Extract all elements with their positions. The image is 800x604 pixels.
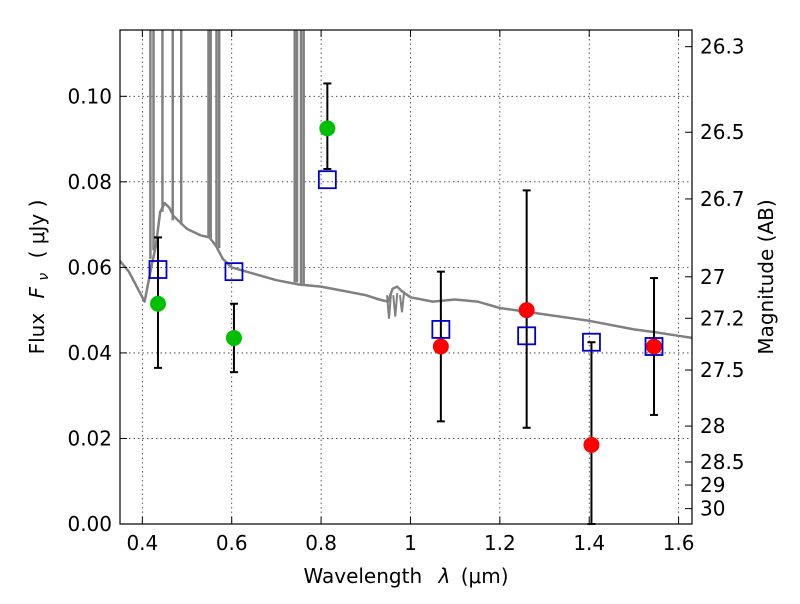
sed-absorption-dip — [392, 292, 399, 317]
x-axis-label-text: Wavelength — [303, 564, 422, 588]
red-circle-marker — [646, 338, 663, 355]
green-circle-marker — [225, 329, 242, 346]
x-axis-label-unit: (μm) — [461, 564, 509, 588]
error-bars — [153, 82, 659, 525]
blue-square-marker — [431, 319, 451, 339]
x-tick-label: 0.8 — [305, 531, 337, 555]
sed-absorption-dip — [386, 292, 393, 319]
y-tick-label: 0.04 — [67, 341, 112, 365]
y2-tick-label: 27.2 — [700, 306, 745, 330]
y2-tick-label: 27 — [700, 265, 725, 289]
y-axis-label-text: Flux — [25, 313, 49, 355]
y2-tick-label: 29 — [700, 473, 725, 497]
y-tick-label: 0.00 — [67, 512, 112, 536]
x-tick-label: 1.6 — [663, 531, 695, 555]
y2-tick-label: 30 — [700, 497, 725, 521]
red-circle-marker — [583, 436, 600, 453]
data-markers — [148, 120, 664, 453]
y2-tick-label: 26.3 — [700, 35, 745, 59]
y-axis-label-unit: ( μJy ) — [25, 200, 49, 259]
axis-ticks: 0.4 0.6 0.8 1 1.2 1.4 1.6 0.00 0.02 0.04 0.06 0.08 0… — [67, 30, 745, 555]
y-tick-label: 0.10 — [67, 84, 112, 108]
x-tick-label: 1.2 — [484, 531, 516, 555]
y-axis-label-subscript: ν — [36, 273, 52, 281]
x-tick-label: 1 — [404, 531, 417, 555]
blue-square-marker — [148, 260, 168, 279]
blue-square-marker — [582, 332, 601, 352]
x-tick-label: 0.4 — [126, 531, 158, 555]
sed-absorption-dip — [398, 292, 405, 313]
x-tick-label: 1.4 — [573, 531, 605, 555]
y2-tick-label: 26.5 — [700, 120, 745, 144]
sed-curve — [119, 30, 693, 340]
red-circle-marker — [518, 302, 535, 319]
grid-lines — [120, 30, 692, 525]
blue-square-marker — [517, 326, 537, 346]
y2-tick-label: 28.5 — [700, 450, 745, 474]
y-axis-label-symbol: F — [25, 286, 49, 298]
y-tick-label: 0.06 — [67, 255, 112, 279]
x-tick-label: 0.6 — [216, 531, 248, 555]
plot-frame — [119, 29, 693, 525]
y2-tick-label: 28 — [700, 414, 725, 438]
x-axis-label-symbol: λ — [438, 564, 451, 588]
y-tick-label: 0.08 — [67, 170, 112, 194]
blue-square-marker — [317, 170, 337, 190]
y-axis-label: Flux F ν ( μJy ) — [25, 200, 53, 355]
green-circle-marker — [149, 295, 166, 312]
sed-line — [119, 201, 693, 340]
x-axis-label: Wavelength λ (μm) — [303, 564, 508, 588]
right-axis-label: Magnitude (AB) — [754, 199, 778, 354]
y-tick-label: 0.02 — [67, 426, 112, 450]
y2-tick-label: 26.7 — [700, 187, 745, 211]
red-circle-marker — [432, 338, 449, 355]
blue-square-marker — [644, 337, 664, 356]
green-circle-marker — [319, 120, 336, 137]
blue-square-marker — [224, 262, 244, 282]
y2-tick-label: 27.5 — [700, 358, 745, 382]
